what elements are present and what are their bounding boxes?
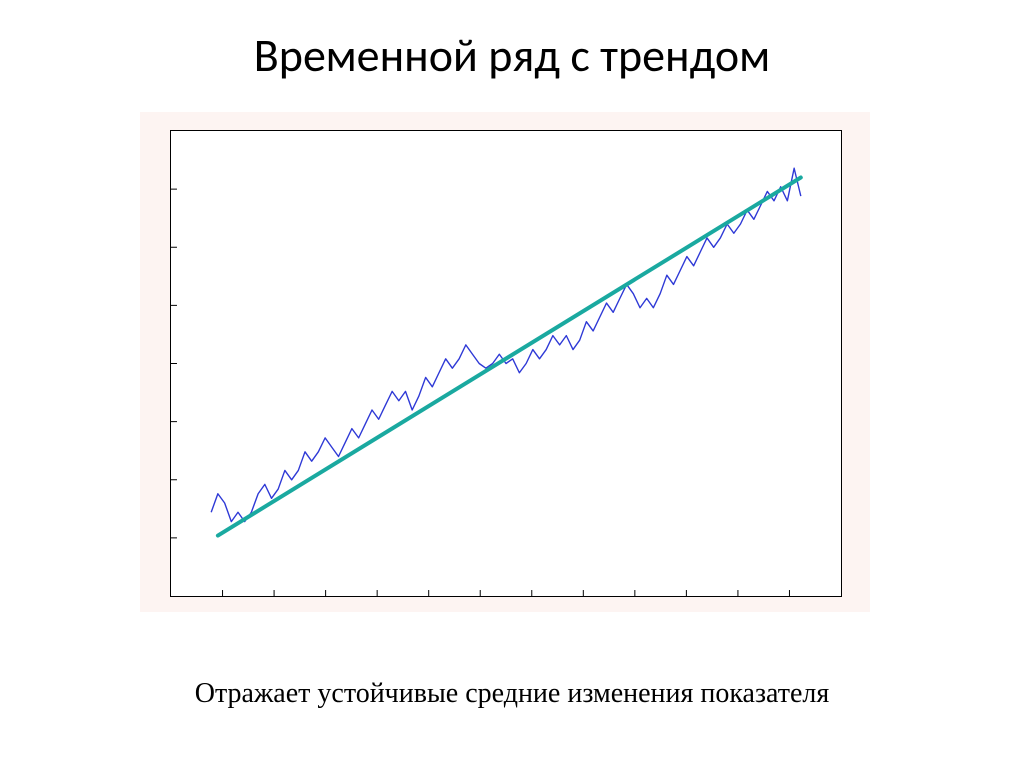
slide: Временной ряд с трендом Отражает устойчи…: [0, 0, 1024, 767]
trend-line: [218, 178, 801, 536]
chart-container-outer: [140, 112, 870, 612]
chart-svg: [171, 131, 841, 596]
slide-caption: Отражает устойчивые средние изменения по…: [0, 678, 1024, 710]
chart-plot-area: [170, 130, 842, 597]
slide-title: Временной ряд с трендом: [0, 28, 1024, 84]
timeseries-line: [211, 168, 801, 521]
